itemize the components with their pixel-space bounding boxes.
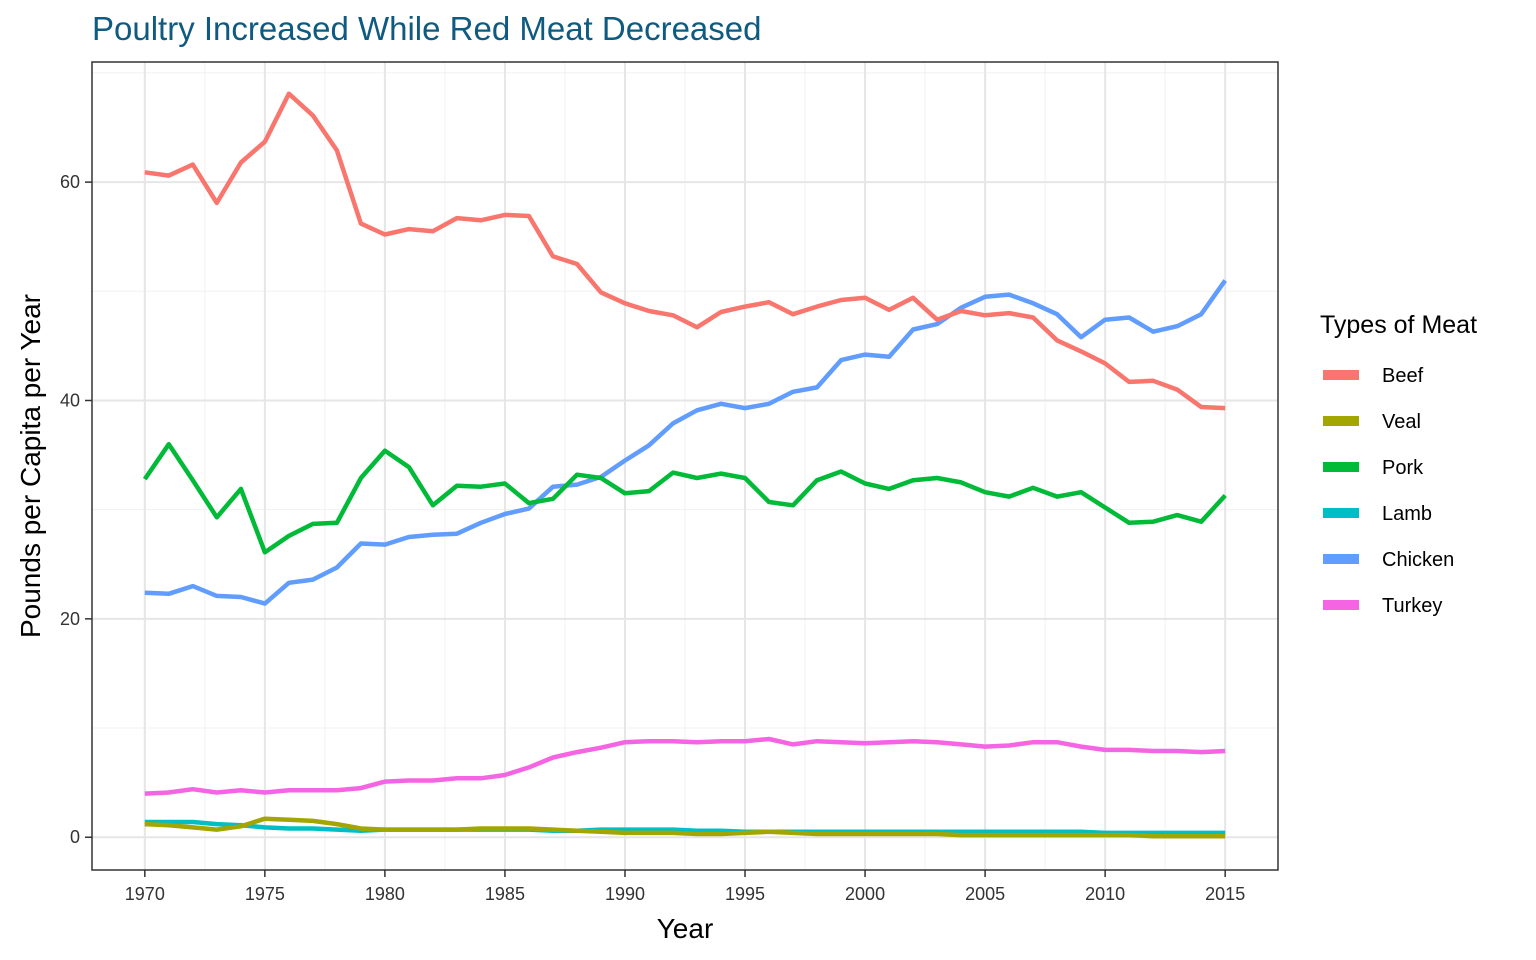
y-tick-label: 60 [60, 172, 80, 192]
y-tick-label: 20 [60, 609, 80, 629]
legend-label-chicken: Chicken [1382, 549, 1454, 571]
y-tick-label: 0 [70, 827, 80, 847]
series-line-veal [144, 816, 1226, 839]
legend-swatch-lamb [1323, 508, 1359, 518]
legend-swatch-chicken [1323, 554, 1359, 564]
legend-items: Beef Veal Pork Lamb Chicken Turkey [1323, 365, 1454, 617]
gridlines [92, 62, 1278, 870]
chart-title: Poultry Increased While Red Meat Decreas… [92, 10, 761, 47]
y-axis: 0 20 40 60 [60, 172, 92, 847]
legend-swatch-pork [1323, 462, 1359, 472]
series-line-lamb [144, 819, 1226, 836]
legend-label-lamb: Lamb [1382, 503, 1432, 525]
x-tick-label: 2015 [1205, 884, 1245, 904]
y-axis-title: Pounds per Capita per Year [15, 294, 46, 638]
legend-title: Types of Meat [1320, 311, 1477, 339]
x-tick-label: 1985 [485, 884, 525, 904]
x-tick-label: 2005 [965, 884, 1005, 904]
x-tick-label: 1980 [365, 884, 405, 904]
legend-label-beef: Beef [1382, 365, 1424, 387]
x-tick-label: 1975 [245, 884, 285, 904]
legend-label-turkey: Turkey [1382, 595, 1442, 617]
y-tick-label: 40 [60, 390, 80, 410]
series-line-turkey [144, 736, 1226, 796]
legend-label-veal: Veal [1382, 411, 1421, 433]
x-tick-label: 2000 [845, 884, 885, 904]
x-tick-label: 2010 [1085, 884, 1125, 904]
legend-swatch-turkey [1323, 600, 1359, 610]
series-lines [142, 91, 1228, 839]
x-axis-title: Year [657, 913, 714, 944]
plot-border [91, 61, 1279, 871]
x-tick-label: 1995 [725, 884, 765, 904]
x-axis: 1970 1975 1980 1985 1990 1995 2000 2005 2010 2015 [125, 870, 1245, 904]
series-line-beef [144, 91, 1226, 411]
x-tick-label: 1970 [125, 884, 165, 904]
legend-swatch-beef [1323, 370, 1359, 380]
legend-swatch-veal [1323, 416, 1359, 426]
legend: Types of Meat Beef Veal Pork Lamb Chicken Tur… [1320, 311, 1477, 617]
legend-label-pork: Pork [1382, 457, 1424, 479]
x-tick-label: 1990 [605, 884, 645, 904]
series-line-pork [142, 441, 1227, 555]
series-line-chicken [144, 279, 1228, 606]
